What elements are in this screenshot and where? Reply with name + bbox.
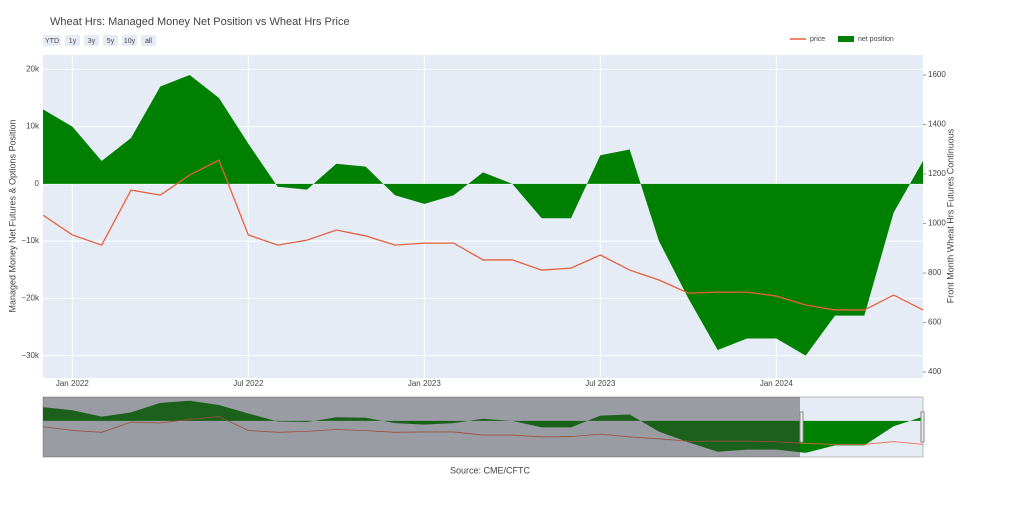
- source: Source: CME/CFTC: [450, 465, 531, 475]
- y-tick-label: 10k: [26, 122, 40, 131]
- x-tick-label: Jan 2023: [408, 379, 441, 388]
- range-button[interactable]: 10y: [122, 35, 137, 46]
- legend-label: price: [810, 36, 825, 43]
- line: [42, 159, 924, 311]
- area: [43, 75, 923, 356]
- legend-swatch: [838, 36, 854, 42]
- x-tick-label: Jan 2024: [760, 379, 793, 388]
- y2-tick-label: 800: [928, 268, 942, 277]
- y2-tick-label: 1600: [928, 70, 946, 79]
- x-tick-label: Jul 2022: [233, 379, 264, 388]
- button-bg[interactable]: [141, 35, 156, 46]
- y2-tick-label: 1400: [928, 120, 946, 129]
- area: [43, 400, 923, 453]
- button-label[interactable]: 1y: [69, 38, 77, 45]
- button-bg[interactable]: [65, 35, 80, 46]
- y-tick-label: −20k: [21, 294, 40, 303]
- range-mask: [43, 397, 800, 457]
- y-axis-title: Managed Money Net Futures & Options Posi…: [7, 119, 17, 312]
- range-button[interactable]: 5y: [103, 35, 118, 46]
- range-button[interactable]: 1y: [65, 35, 80, 46]
- y2-tick-label: 1200: [928, 169, 946, 178]
- y-tick-label: −30k: [21, 351, 40, 360]
- range-button[interactable]: all: [141, 35, 156, 46]
- line: [42, 416, 924, 445]
- button-label[interactable]: 10y: [124, 38, 136, 45]
- chart-title: Wheat Hrs: Managed Money Net Position vs…: [50, 16, 350, 28]
- range-handle[interactable]: [920, 411, 925, 443]
- x-tick-label: Jan 2022: [56, 379, 89, 388]
- button-bg[interactable]: [103, 35, 118, 46]
- x-tick-label: Jul 2023: [585, 379, 616, 388]
- range-button[interactable]: 3y: [84, 35, 99, 46]
- y-tick-label: 20k: [26, 64, 40, 73]
- y2-tick-label: 400: [928, 367, 942, 376]
- range-handle[interactable]: [799, 411, 804, 443]
- button-bg[interactable]: [122, 35, 137, 46]
- legend-label: net position: [858, 36, 894, 43]
- button-bg[interactable]: [84, 35, 99, 46]
- y2-tick-label: 1000: [928, 219, 946, 228]
- button-label[interactable]: YTD: [45, 38, 59, 45]
- y-tick-label: 0: [35, 179, 40, 188]
- y-tick-label: −10k: [21, 236, 40, 245]
- button-label[interactable]: all: [145, 38, 152, 45]
- y2-axis-title: Front Month Wheat Hrs Futures Continuous: [945, 128, 955, 303]
- button-label[interactable]: 5y: [107, 38, 115, 45]
- range-button[interactable]: YTD: [43, 35, 61, 46]
- button-bg[interactable]: [43, 35, 61, 46]
- y2-tick-label: 600: [928, 318, 942, 327]
- button-label[interactable]: 3y: [88, 38, 96, 45]
